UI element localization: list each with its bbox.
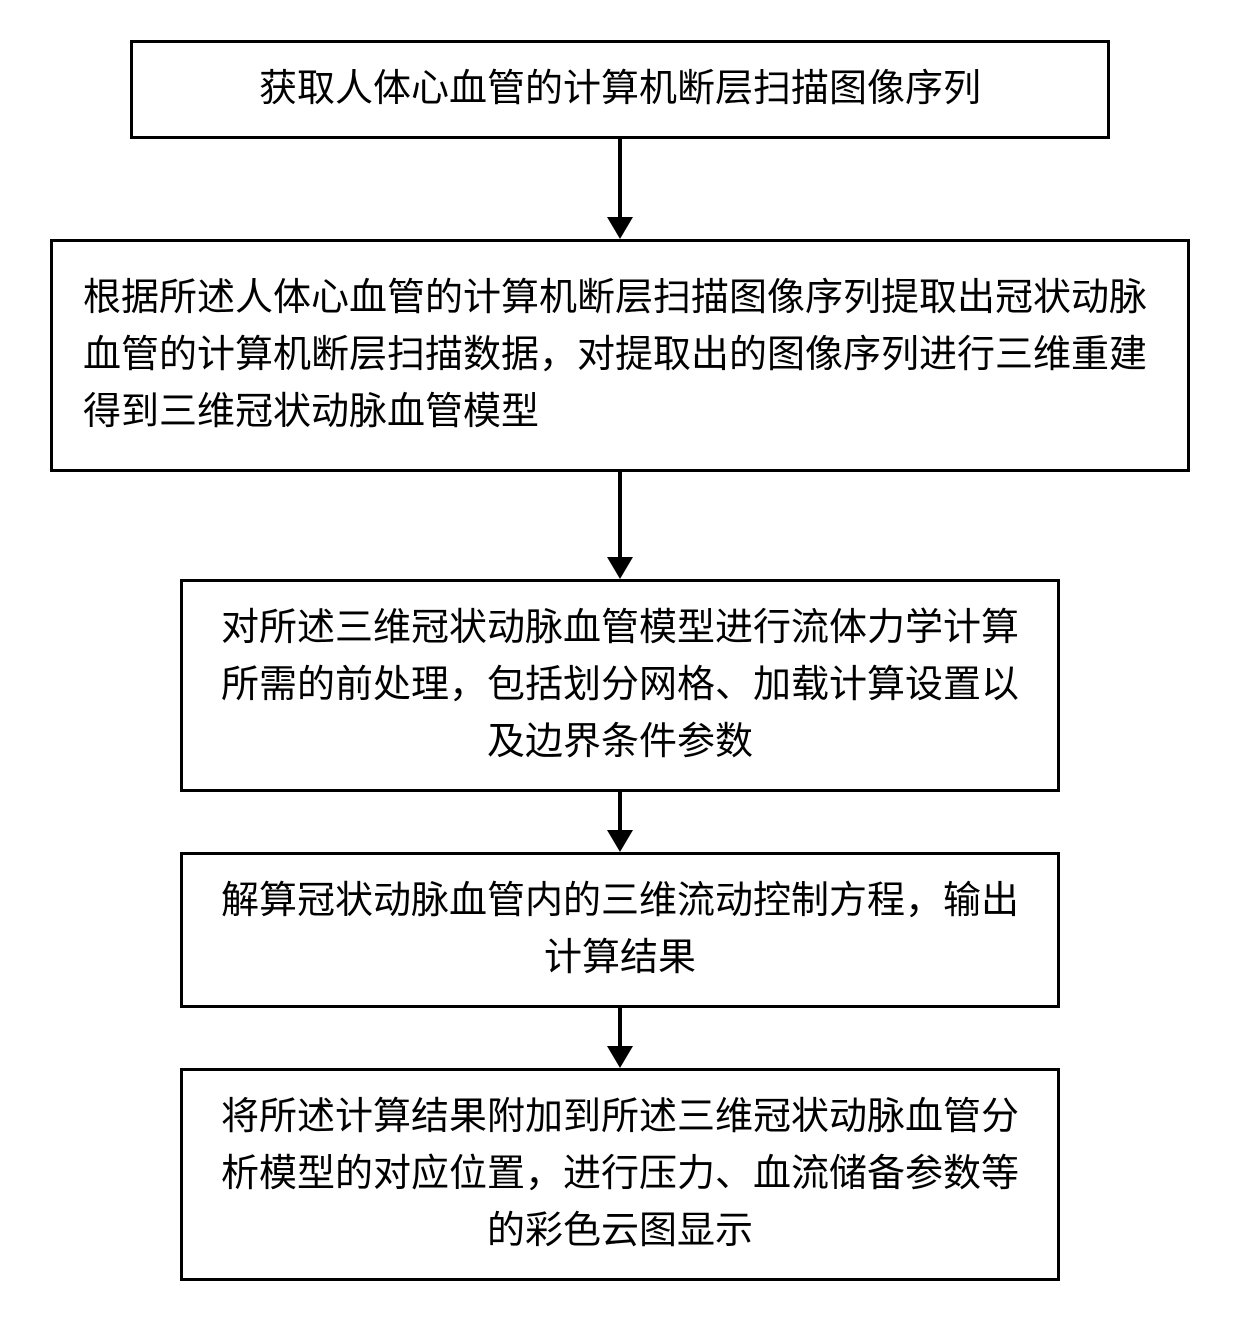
arrow-head-icon bbox=[607, 830, 633, 852]
step-4-text: 解算冠状动脉血管内的三维流动控制方程，输出计算结果 bbox=[211, 873, 1029, 987]
arrow-line bbox=[618, 139, 622, 217]
arrow-head-icon bbox=[607, 217, 633, 239]
flowchart-step-1: 获取人体心血管的计算机断层扫描图像序列 bbox=[130, 40, 1110, 139]
arrow-line bbox=[618, 792, 622, 830]
arrow-3-4 bbox=[607, 792, 633, 852]
flowchart-container: 获取人体心血管的计算机断层扫描图像序列 根据所述人体心血管的计算机断层扫描图像序… bbox=[50, 40, 1190, 1281]
flowchart-step-5: 将所述计算结果附加到所述三维冠状动脉血管分析模型的对应位置，进行压力、血流储备参… bbox=[180, 1068, 1060, 1281]
flowchart-step-2: 根据所述人体心血管的计算机断层扫描图像序列提取出冠状动脉血管的计算机断层扫描数据… bbox=[50, 239, 1190, 472]
arrow-line bbox=[618, 472, 622, 557]
step-5-text: 将所述计算结果附加到所述三维冠状动脉血管分析模型的对应位置，进行压力、血流储备参… bbox=[211, 1089, 1029, 1260]
arrow-1-2 bbox=[607, 139, 633, 239]
arrow-head-icon bbox=[607, 557, 633, 579]
step-2-text: 根据所述人体心血管的计算机断层扫描图像序列提取出冠状动脉血管的计算机断层扫描数据… bbox=[83, 270, 1157, 441]
flowchart-step-3: 对所述三维冠状动脉血管模型进行流体力学计算所需的前处理，包括划分网格、加载计算设… bbox=[180, 579, 1060, 792]
step-1-text: 获取人体心血管的计算机断层扫描图像序列 bbox=[259, 61, 981, 118]
step-3-text: 对所述三维冠状动脉血管模型进行流体力学计算所需的前处理，包括划分网格、加载计算设… bbox=[211, 600, 1029, 771]
arrow-4-5 bbox=[607, 1008, 633, 1068]
arrow-line bbox=[618, 1008, 622, 1046]
arrow-2-3 bbox=[607, 472, 633, 579]
arrow-head-icon bbox=[607, 1046, 633, 1068]
flowchart-step-4: 解算冠状动脉血管内的三维流动控制方程，输出计算结果 bbox=[180, 852, 1060, 1008]
